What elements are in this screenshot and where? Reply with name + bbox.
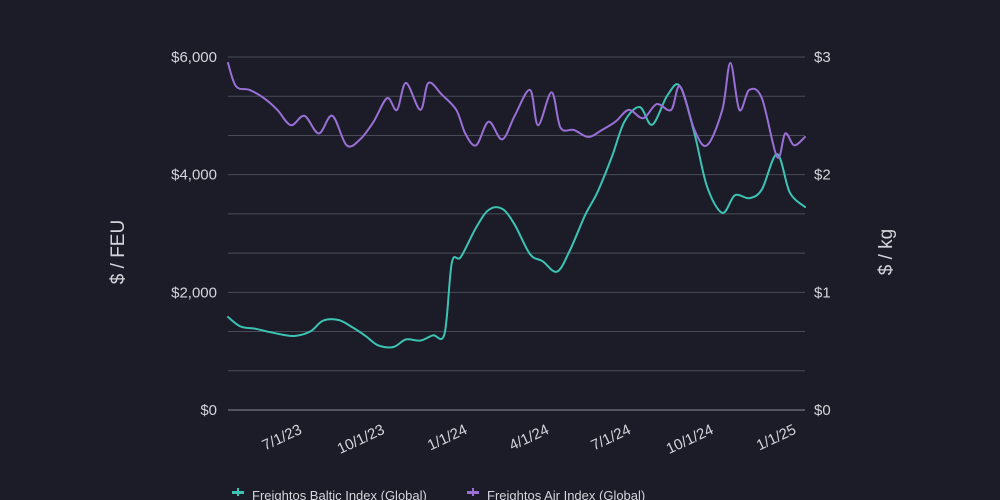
legend: Freightos Baltic Index (Global) Freightos… xyxy=(232,488,645,500)
left-axis-tick-label: $4,000 xyxy=(171,167,217,184)
right-axis-ticks: $0 $1 $2 $3 xyxy=(814,49,831,419)
left-axis-tick-label: $6,000 xyxy=(171,49,217,66)
left-axis-title: $ / FEU xyxy=(108,220,129,284)
x-axis-tick-label: 10/1/23 xyxy=(335,421,388,458)
x-axis-ticks: 7/1/23 10/1/23 1/1/24 4/1/24 7/1/24 10/1/24 1/… xyxy=(260,421,799,458)
left-axis-tick-label: $0 xyxy=(200,402,217,419)
right-axis-title: $ / kg xyxy=(876,229,897,275)
left-axis-tick-label: $2,000 xyxy=(171,284,217,301)
x-axis-tick-label: 4/1/24 xyxy=(507,421,552,454)
x-axis-tick-label: 1/1/24 xyxy=(425,421,470,454)
series-line-air-index xyxy=(227,61,806,159)
x-axis-tick-label: 7/1/23 xyxy=(260,421,305,454)
legend-label[interactable]: Freightos Baltic Index (Global) xyxy=(252,488,427,500)
legend-label[interactable]: Freightos Air Index (Global) xyxy=(487,488,645,500)
legend-swatch-marker xyxy=(237,488,239,496)
right-axis-tick-label: $0 xyxy=(814,402,831,419)
x-axis-tick-label: 10/1/24 xyxy=(664,421,717,458)
gridlines xyxy=(228,56,805,411)
legend-swatch-marker xyxy=(472,488,474,496)
right-axis-tick-label: $3 xyxy=(814,49,831,66)
right-axis-tick-label: $2 xyxy=(814,167,831,184)
series-lines xyxy=(227,61,806,349)
left-axis-ticks: $0 $2,000 $4,000 $6,000 xyxy=(171,49,217,419)
x-axis-tick-label: 7/1/24 xyxy=(588,421,633,454)
series-line-baltic-index xyxy=(227,83,806,349)
right-axis-tick-label: $1 xyxy=(814,284,831,301)
x-axis-tick-label: 1/1/25 xyxy=(754,421,799,454)
